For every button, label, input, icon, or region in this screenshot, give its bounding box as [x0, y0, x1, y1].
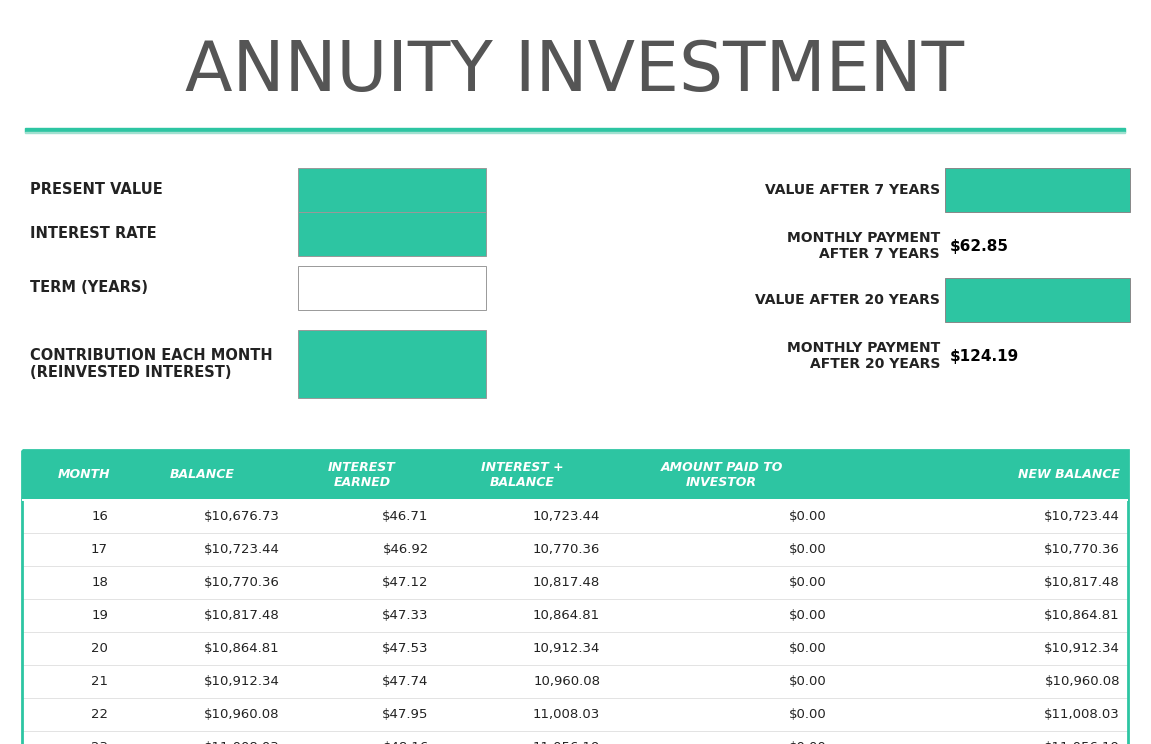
Text: $46.71: $46.71	[382, 510, 429, 523]
Text: 20: 20	[308, 280, 327, 295]
Text: VALUE AFTER 7 YEARS: VALUE AFTER 7 YEARS	[765, 183, 940, 197]
Text: 20: 20	[91, 642, 108, 655]
Text: ANNUITY INVESTMENT: ANNUITY INVESTMENT	[185, 39, 965, 106]
Text: NEW BALANCE: NEW BALANCE	[1017, 469, 1120, 481]
Text: 10,864.81: 10,864.81	[533, 609, 600, 622]
Text: $10,912.34: $10,912.34	[204, 675, 280, 688]
Text: 10,723.44: 10,723.44	[533, 510, 600, 523]
Text: MONTHLY PAYMENT
AFTER 7 YEARS: MONTHLY PAYMENT AFTER 7 YEARS	[787, 231, 940, 261]
Text: $0.00: $0.00	[790, 708, 826, 721]
Text: $0.00: $0.00	[790, 510, 826, 523]
Bar	[25, 132, 1125, 133]
Text: 11,008.03: 11,008.03	[533, 708, 600, 721]
Text: $10,864.81: $10,864.81	[1044, 609, 1120, 622]
Text: $124.19: $124.19	[950, 348, 1020, 364]
Text: $62.85: $62.85	[950, 239, 1009, 254]
Text: VALUE AFTER 20 YEARS: VALUE AFTER 20 YEARS	[755, 293, 940, 307]
Text: BALANCE: BALANCE	[169, 469, 234, 481]
Bar	[22, 450, 1128, 500]
Bar	[945, 168, 1130, 212]
Text: 10,817.48: 10,817.48	[533, 576, 600, 589]
Bar	[25, 128, 1125, 132]
Text: $10,723.44: $10,723.44	[204, 543, 280, 556]
Text: $47.12: $47.12	[382, 576, 429, 589]
Text: $0.00: $0.00	[790, 576, 826, 589]
Bar	[298, 266, 486, 310]
Bar	[945, 278, 1130, 322]
Text: $10,817.48: $10,817.48	[1044, 576, 1120, 589]
Text: 19: 19	[91, 609, 108, 622]
Text: 17: 17	[91, 543, 108, 556]
Bar	[22, 599, 1128, 632]
Text: CONTRIBUTION EACH MONTH
(REINVESTED INTEREST): CONTRIBUTION EACH MONTH (REINVESTED INTE…	[30, 347, 273, 380]
Text: $0.00: $0.00	[790, 675, 826, 688]
Text: $46.92: $46.92	[382, 543, 429, 556]
Bar	[22, 450, 1128, 744]
Text: 10,770.36: 10,770.36	[533, 543, 600, 556]
Text: $14,429.63: $14,429.63	[953, 182, 1050, 197]
Bar	[22, 731, 1128, 744]
Text: $11,056.19: $11,056.19	[1044, 741, 1120, 744]
Text: INTEREST RATE: INTEREST RATE	[30, 226, 157, 242]
Text: 10,912.34: 10,912.34	[533, 642, 600, 655]
Text: 21: 21	[91, 675, 108, 688]
Text: 23: 23	[91, 741, 108, 744]
Bar	[298, 212, 486, 256]
Text: $11,008.03: $11,008.03	[1044, 708, 1120, 721]
Text: $10,723.44: $10,723.44	[1044, 510, 1120, 523]
Text: $47.33: $47.33	[382, 609, 429, 622]
Text: 100%: 100%	[308, 356, 351, 371]
Text: 18: 18	[91, 576, 108, 589]
Text: $10,676.73: $10,676.73	[204, 510, 280, 523]
Text: $10,960.08: $10,960.08	[1044, 675, 1120, 688]
Text: $10,770.36: $10,770.36	[204, 576, 280, 589]
Bar	[22, 500, 1128, 533]
Text: $10,864.81: $10,864.81	[204, 642, 280, 655]
Text: 10,960.08: 10,960.08	[533, 675, 600, 688]
Text: $48.16: $48.16	[382, 741, 429, 744]
Bar	[22, 698, 1128, 731]
Bar	[298, 330, 486, 398]
Text: $47.74: $47.74	[382, 675, 429, 688]
Bar	[298, 168, 486, 212]
Text: $0.00: $0.00	[790, 642, 826, 655]
Text: $0.00: $0.00	[790, 741, 826, 744]
Bar	[22, 665, 1128, 698]
Text: $10,000.00: $10,000.00	[308, 182, 395, 197]
Text: PRESENT VALUE: PRESENT VALUE	[30, 182, 162, 197]
Text: $11,008.03: $11,008.03	[204, 741, 280, 744]
Text: 16: 16	[91, 510, 108, 523]
Text: $47.95: $47.95	[382, 708, 429, 721]
Text: $0.00: $0.00	[790, 543, 826, 556]
Text: 11,056.19: 11,056.19	[533, 741, 600, 744]
Bar	[22, 533, 1128, 566]
Text: $28,511.14: $28,511.14	[953, 292, 1049, 307]
Text: $10,912.34: $10,912.34	[1044, 642, 1120, 655]
Text: MONTHLY PAYMENT
AFTER 20 YEARS: MONTHLY PAYMENT AFTER 20 YEARS	[787, 341, 940, 371]
Text: MONTH: MONTH	[58, 469, 110, 481]
Text: AMOUNT PAID TO
INVESTOR: AMOUNT PAID TO INVESTOR	[661, 461, 783, 489]
Bar	[22, 499, 1128, 501]
Text: 5.25%: 5.25%	[308, 226, 357, 242]
Text: INTEREST +
BALANCE: INTEREST + BALANCE	[481, 461, 564, 489]
Bar	[22, 632, 1128, 665]
Text: 22: 22	[91, 708, 108, 721]
Text: $47.53: $47.53	[382, 642, 429, 655]
Text: $10,817.48: $10,817.48	[204, 609, 280, 622]
Text: INTEREST
EARNED: INTEREST EARNED	[328, 461, 396, 489]
Text: $0.00: $0.00	[790, 609, 826, 622]
Text: $10,770.36: $10,770.36	[1044, 543, 1120, 556]
Text: $10,960.08: $10,960.08	[204, 708, 280, 721]
Bar	[22, 566, 1128, 599]
Text: TERM (YEARS): TERM (YEARS)	[30, 280, 148, 295]
